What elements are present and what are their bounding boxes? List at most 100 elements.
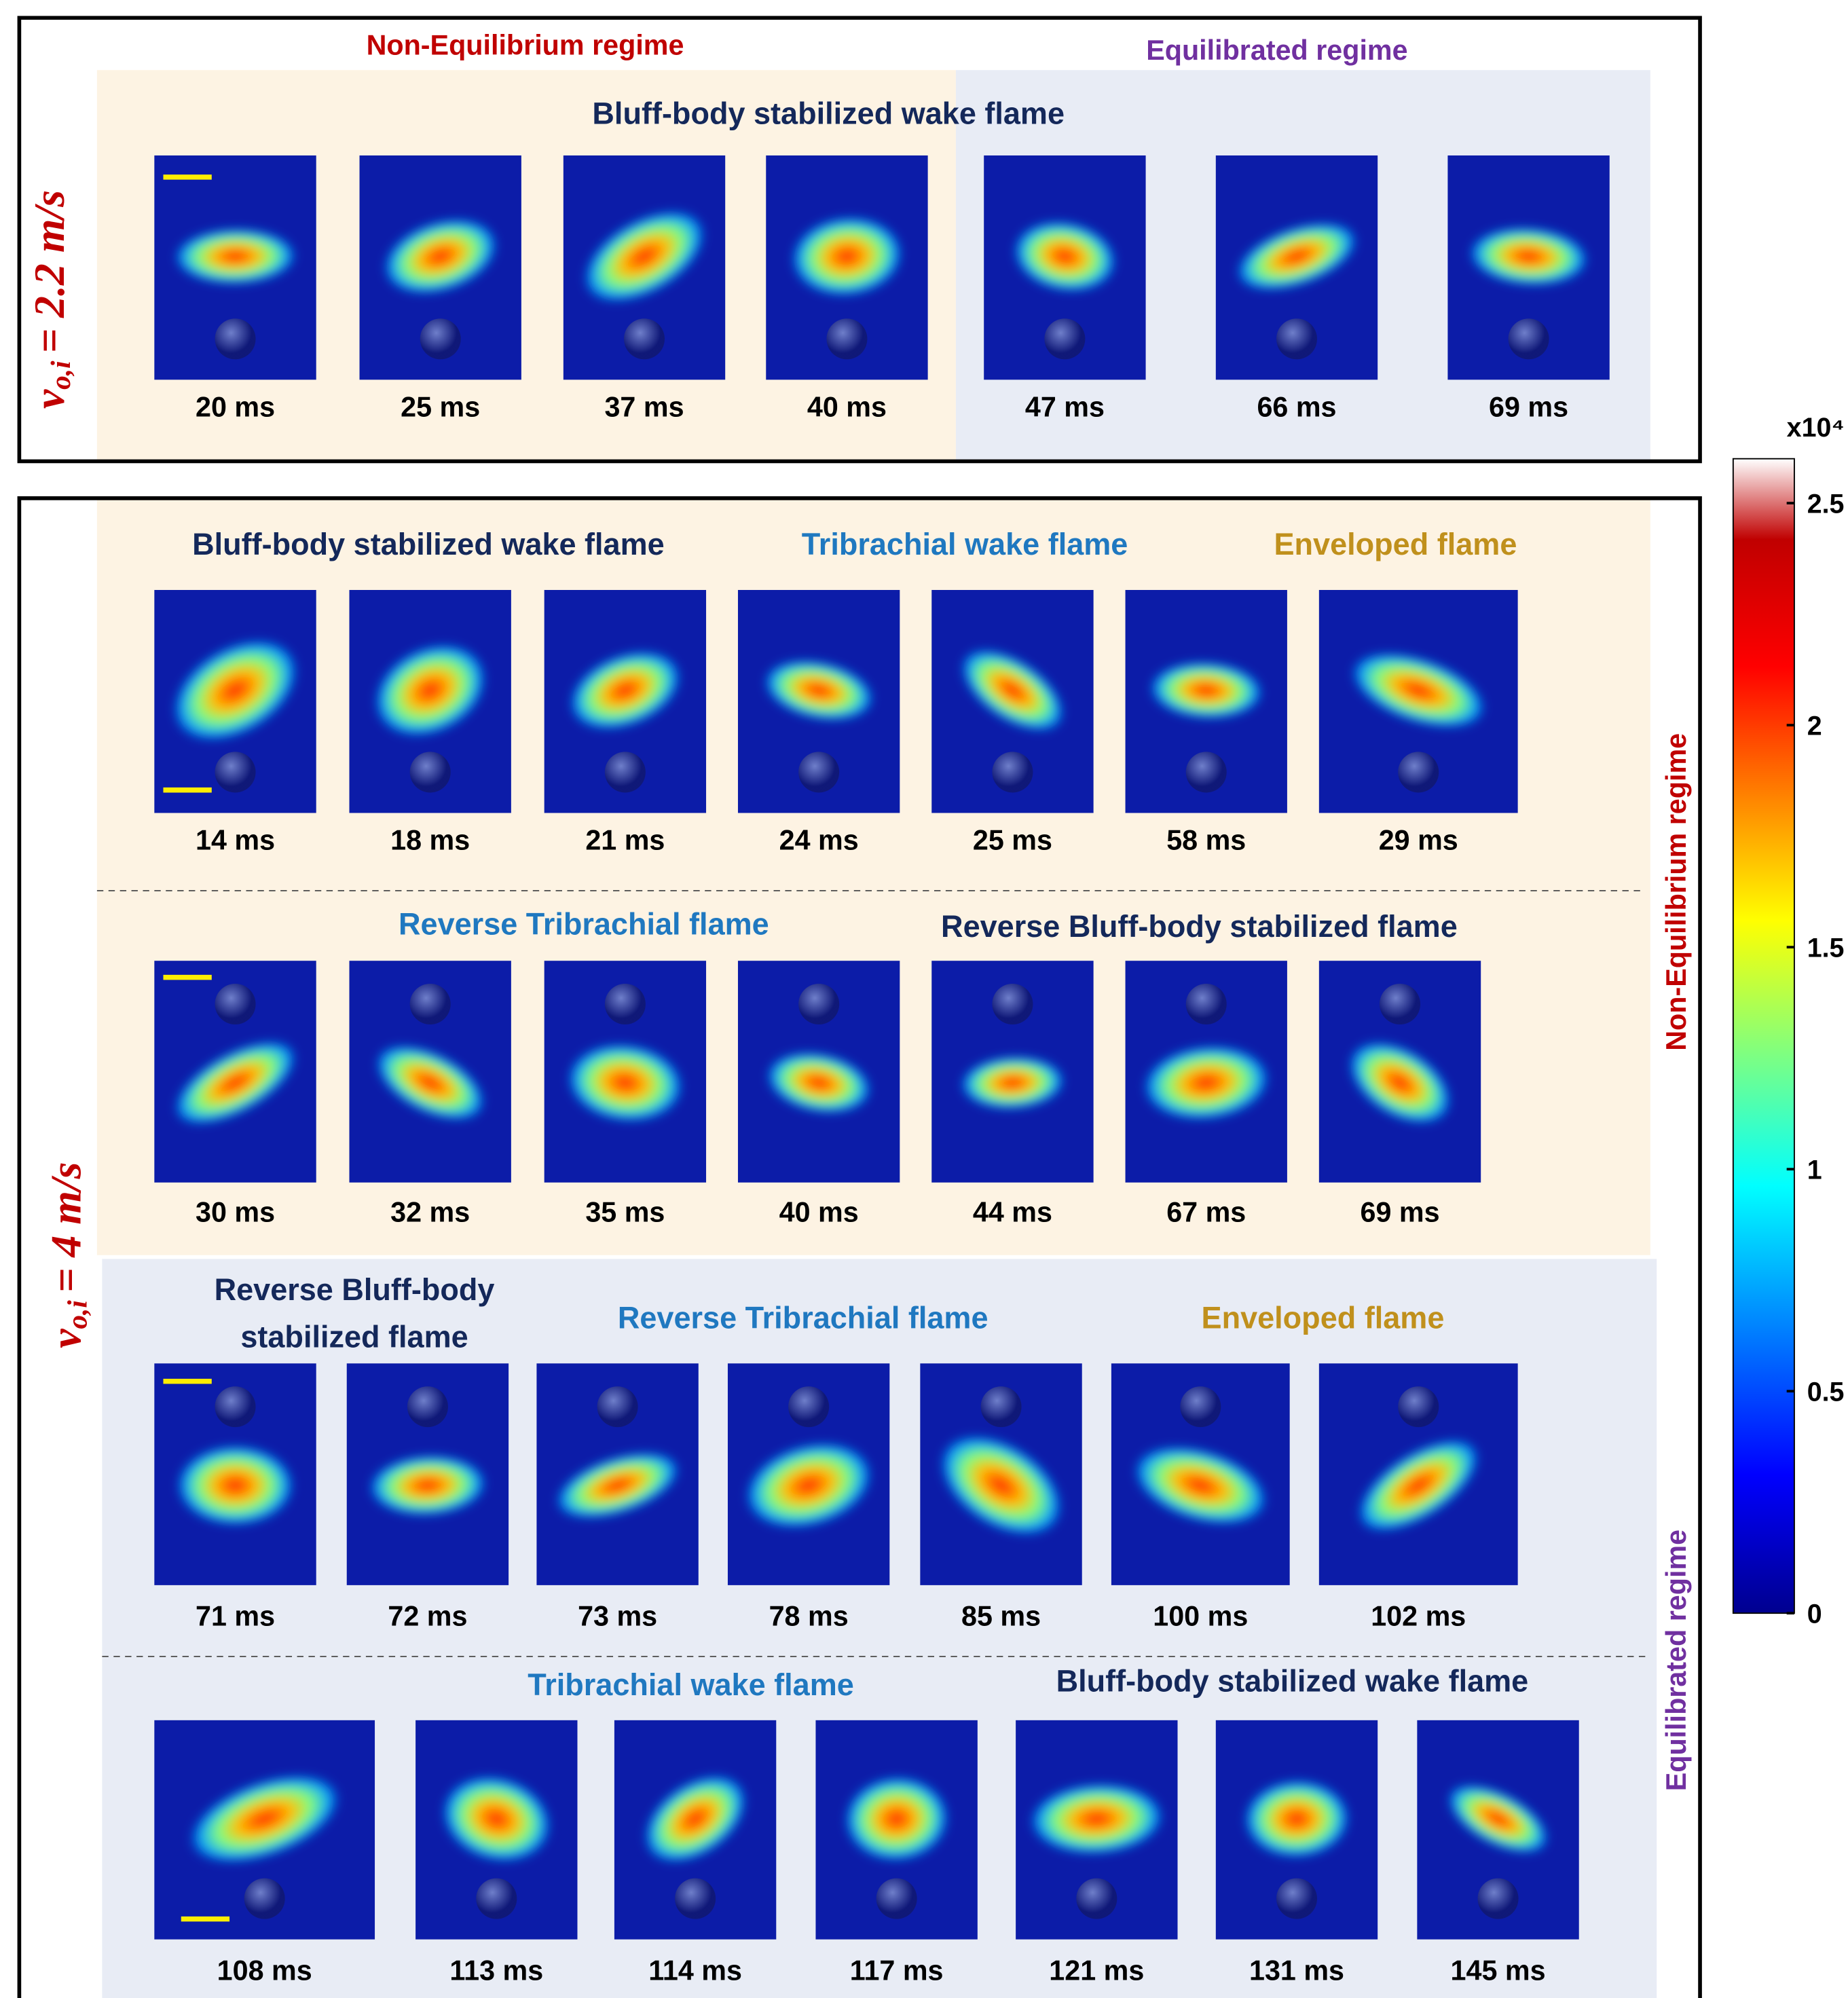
flame-image xyxy=(931,961,1093,1183)
flame-image xyxy=(1319,1363,1518,1585)
time-label: 114 ms xyxy=(648,1955,742,1986)
bluff-body xyxy=(1509,318,1549,359)
bluff-body xyxy=(788,1386,829,1427)
flame-image xyxy=(1447,155,1609,380)
flame-image xyxy=(738,961,900,1183)
bluff-body xyxy=(476,1879,517,1919)
bluff-body xyxy=(981,1386,1022,1427)
time-label: 67 ms xyxy=(1166,1197,1246,1228)
flame-image xyxy=(154,1720,375,1940)
bluff-body xyxy=(992,752,1033,792)
time-label: 14 ms xyxy=(196,825,275,856)
time-label: 117 ms xyxy=(850,1955,944,1986)
flame-heading: Reverse Bluff-body stabilized flame xyxy=(941,909,1458,944)
bluff-body xyxy=(605,752,646,792)
bluff-body xyxy=(798,984,839,1024)
time-label: 40 ms xyxy=(779,1197,859,1228)
bluff-body xyxy=(1186,752,1227,792)
time-label: 66 ms xyxy=(1257,391,1336,422)
flame-heading: Enveloped flame xyxy=(1274,527,1517,561)
flame-image xyxy=(1126,961,1287,1183)
bluff-body xyxy=(1276,318,1317,359)
flame-heading: Tribrachial wake flame xyxy=(528,1667,854,1702)
time-label: 47 ms xyxy=(1025,391,1105,422)
velocity-subscript: o,i xyxy=(62,1300,93,1329)
velocity-symbol: v xyxy=(25,389,73,409)
flame-image xyxy=(1126,590,1287,813)
time-label: 58 ms xyxy=(1166,825,1246,856)
time-label: 35 ms xyxy=(585,1197,665,1228)
flame-heading: Enveloped flame xyxy=(1202,1300,1445,1335)
colorbar-tick-label: 0 xyxy=(1807,1599,1822,1629)
time-label: 25 ms xyxy=(401,391,480,422)
bluff-body xyxy=(1478,1879,1519,1919)
time-label: 121 ms xyxy=(1049,1955,1144,1986)
flame-blob xyxy=(175,1444,296,1527)
colorbar-label: x10⁴ xyxy=(1787,413,1845,443)
time-label: 78 ms xyxy=(769,1601,849,1632)
bluff-body xyxy=(597,1386,638,1427)
flame-image xyxy=(1016,1720,1177,1940)
flame-image xyxy=(1111,1363,1290,1585)
colorbar xyxy=(1733,459,1794,1613)
flame-image xyxy=(154,961,316,1183)
bluff-body xyxy=(215,1386,255,1427)
flame-image xyxy=(536,1363,698,1585)
regime-label: Equilibrated regime xyxy=(1661,1530,1692,1791)
flame-image xyxy=(815,1720,977,1940)
time-label: 102 ms xyxy=(1371,1601,1466,1632)
colorbar-tick-label: 1.5 xyxy=(1807,933,1845,963)
page: { "top_panel": { "velocity": {"symbol": … xyxy=(0,0,1848,1998)
flame-image xyxy=(415,1720,577,1940)
bluff-body xyxy=(215,318,255,359)
flame-image xyxy=(350,590,511,813)
regime-label: Non-Equilibrium regime xyxy=(1661,733,1692,1051)
bluff-body xyxy=(1044,318,1085,359)
time-label: 30 ms xyxy=(196,1197,275,1228)
bluff-body xyxy=(1186,984,1227,1024)
flame-heading: Reverse Tribrachial flame xyxy=(618,1300,988,1335)
flame-image xyxy=(544,961,706,1183)
flame-image xyxy=(347,1363,509,1585)
flame-image xyxy=(360,155,521,380)
colorbar-tick-label: 2 xyxy=(1807,711,1822,741)
velocity-value: = 2.2 m/s xyxy=(25,190,73,353)
flame-image xyxy=(766,155,927,380)
colorbar-tick-label: 2.5 xyxy=(1807,489,1845,519)
bluff-body xyxy=(244,1879,285,1919)
bluff-body xyxy=(1076,1879,1117,1919)
time-label: 18 ms xyxy=(390,825,470,856)
time-label: 25 ms xyxy=(973,825,1052,856)
bluff-body xyxy=(826,318,867,359)
flame-image xyxy=(920,1363,1083,1585)
flame-heading: Reverse Tribrachial flame xyxy=(399,906,769,941)
bluff-body xyxy=(1380,984,1420,1024)
bluff-body xyxy=(410,984,451,1024)
regime-label: Non-Equilibrium regime xyxy=(367,29,684,60)
flame-heading: Bluff-body stabilized wake flame xyxy=(592,96,1065,131)
time-label: 40 ms xyxy=(807,391,887,422)
time-label: 29 ms xyxy=(1379,825,1458,856)
time-label: 44 ms xyxy=(973,1197,1052,1228)
flame-heading: Tribrachial wake flame xyxy=(802,527,1128,561)
flame-image xyxy=(350,961,511,1183)
flame-image xyxy=(738,590,900,813)
velocity-label: vo,i= 4 m/s xyxy=(41,1162,93,1348)
bluff-body xyxy=(876,1879,917,1919)
flame-heading: Bluff-body stabilized wake flame xyxy=(192,527,665,561)
time-label: 85 ms xyxy=(961,1601,1041,1632)
bluff-body xyxy=(420,318,461,359)
time-label: 32 ms xyxy=(390,1197,470,1228)
colorbar-tick-label: 1 xyxy=(1807,1155,1822,1185)
bluff-body xyxy=(1398,1386,1439,1427)
flame-image xyxy=(1319,590,1518,813)
bluff-body xyxy=(1180,1386,1221,1427)
velocity-value: = 4 m/s xyxy=(41,1162,90,1293)
colorbar-tick-label: 0.5 xyxy=(1807,1377,1845,1407)
bluff-body xyxy=(215,752,255,792)
time-label: 69 ms xyxy=(1360,1197,1439,1228)
flame-image xyxy=(614,1720,776,1940)
bluff-body xyxy=(798,752,839,792)
time-label: 24 ms xyxy=(779,825,859,856)
flame-image xyxy=(154,155,316,380)
